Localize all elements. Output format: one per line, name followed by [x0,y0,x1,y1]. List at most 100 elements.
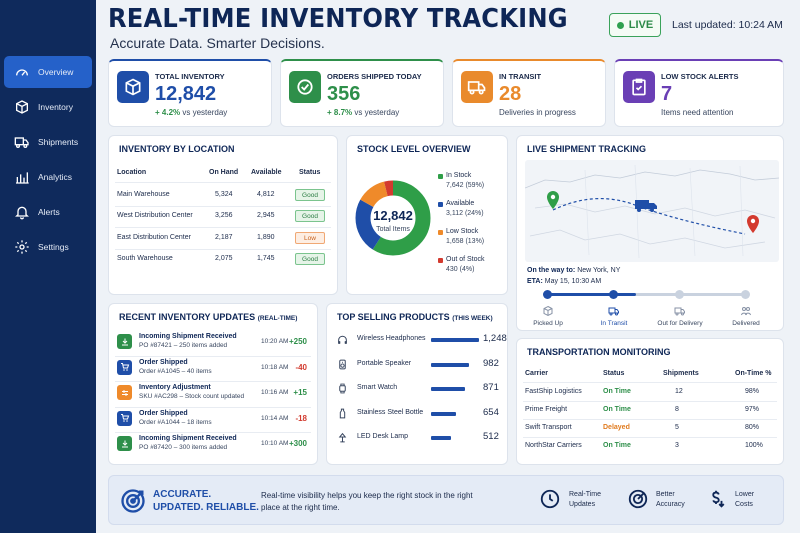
donut-segment-out-of-stock[interactable] [355,180,431,256]
divider [115,406,311,408]
product-row[interactable]: Portable Speaker 982 [335,357,511,375]
update-detail: PO #87421 – 250 items added [139,342,228,349]
kpi-value: 356 [327,83,361,105]
lamp-icon [338,432,347,443]
sidebar-item-shipments[interactable]: Shipments [4,126,92,158]
divider [115,355,311,357]
bell-icon [15,206,29,220]
update-time: 10:10 AM [261,440,289,447]
location-name: West Distribution Center [117,212,193,219]
product-bar [431,387,465,391]
kpi-orders-shipped[interactable]: ORDERS SHIPPED TODAY 356 + 8.7% vs yeste… [280,59,444,127]
kpi-change: + 4.2% [155,108,181,117]
live-dot-icon [616,21,624,29]
product-row[interactable]: Stainless Steel Bottle 654 [335,406,511,424]
gear-icon [15,240,29,254]
ship-eta-value: May 15, 10:30 AM [544,278,602,285]
top-selling-card: TOP SELLING PRODUCTS (THIS WEEK) Wireles… [326,303,508,465]
carrier-ontime: 97% [745,406,760,413]
sidebar-item-alerts[interactable]: Alerts [4,196,92,228]
sidebar-item-label: Alerts [38,207,60,217]
update-row[interactable]: Incoming Shipment Received PO #87421 – 25… [115,332,311,357]
kpi-total-inventory[interactable]: TOTAL INVENTORY 12,842 + 4.2% vs yesterd… [108,59,272,127]
update-delta: -40 [295,362,307,372]
target-icon [121,489,145,513]
legend-value: 1,658 (13%) [446,238,485,245]
step-label: Out for Delivery [657,320,703,327]
update-time: 10:16 AM [261,389,289,396]
available: 1,745 [257,255,275,262]
sidebar-item-settings[interactable]: Settings [4,231,92,263]
product-row[interactable]: LED Desk Lamp 512 [335,430,511,448]
box-icon [543,305,553,317]
legend-name: Available [446,200,475,207]
product-value: 871 [483,382,499,393]
live-badge: LIVE [609,13,661,37]
status-badge: Good [295,210,325,222]
stock-donut-chart: 12,842 Total Items [355,180,431,256]
kpi-sub: Deliveries in progress [499,108,576,117]
shipment-progress-bar [547,293,745,296]
sidebar-item-overview[interactable]: Overview [4,56,92,88]
footer-feature-line2: Updates [569,501,596,508]
carrier-ontime: 80% [745,424,760,431]
speaker-icon [339,359,346,369]
ship-destination-label: On the way to: [527,267,576,274]
on-hand: 5,324 [215,191,233,198]
update-row[interactable]: Inventory Adjustment SKU #AC298 – Stock c… [115,383,311,408]
sidebar-item-inventory[interactable]: Inventory [4,91,92,123]
product-row[interactable]: Smart Watch 871 [335,381,511,399]
update-row[interactable]: Order Shipped Order #A1044 – 18 items 10:1… [115,409,311,434]
kpi-sub-text: vs yesterday [354,108,400,117]
product-bar [431,436,451,440]
transportation-card: TRANSPORTATION MONITORING Carrier Status… [516,338,784,465]
footer-banner: ACCURATE. UPDATED. RELIABLE. Real-time vi… [108,475,784,525]
stock-overview-card: STOCK LEVEL OVERVIEW 12,842 Total Items [346,135,508,295]
update-row[interactable]: Incoming Shipment Received PO #87420 – 30… [115,434,311,459]
divider [115,249,331,250]
destination-pin-icon [747,215,759,233]
card-title-text: RECENT INVENTORY UPDATES [119,312,256,322]
carrier-shipments: 5 [675,424,679,431]
column-header: Location [117,169,147,176]
product-value: 654 [483,406,499,418]
kpi-low-stock[interactable]: LOW STOCK ALERTS 7 Items need attention [614,59,784,127]
gauge-icon [16,69,28,76]
product-name: Stainless Steel Bottle [357,408,424,416]
update-time: 10:14 AM [261,414,289,422]
product-row[interactable]: Wireless Headphones 1,248 [335,332,511,350]
footer-feature-line2: Costs [735,501,753,508]
carrier-shipments: 12 [675,388,683,395]
update-delta: -18 [295,413,307,423]
headphones-icon [338,335,347,344]
divider [115,227,331,228]
page-subtitle: Accurate Data. Smarter Decisions. [110,35,325,51]
column-header: Status [299,169,321,176]
download-icon [117,436,132,451]
kpi-sub: + 4.2% vs yesterday [155,108,227,117]
donut-segment-available[interactable] [355,180,431,256]
legend-swatch [438,258,443,263]
footer-feature: Better Accuracy [656,490,685,510]
card-title-text: TOP SELLING PRODUCTS [337,312,450,322]
ship-destination: On the way to: New York, NY [527,267,620,274]
legend-low-stock: Low Stock 1,658 (13%) [438,228,485,245]
delivery-truck-icon [674,307,685,316]
donut-center-value: 12,842 [373,208,413,223]
divider [115,432,311,433]
product-name: LED Desk Lamp [357,433,408,440]
kpi-in-transit[interactable]: IN TRANSIT 28 Deliveries in progress [452,59,606,127]
page-title: REAL-TIME INVENTORY TRACKING [108,4,568,34]
box-icon [117,71,149,103]
shipment-tracking-card: LIVE SHIPMENT TRACKING On the way to: Ne… [516,135,784,331]
sidebar-item-label: Inventory [38,102,73,112]
update-row[interactable]: Order Shipped Order #A1045 – 40 items 10:1… [115,358,311,383]
legend-available: Available 3,112 (24%) [438,200,484,217]
update-title: Inventory Adjustment [139,384,211,391]
truck-marker-icon [635,200,657,212]
shipment-map[interactable] [525,160,779,262]
update-detail: Order #A1044 – 18 items [139,418,212,426]
bar-chart-icon [16,172,29,184]
sidebar-item-analytics[interactable]: Analytics [4,161,92,193]
live-label: LIVE [628,19,654,31]
